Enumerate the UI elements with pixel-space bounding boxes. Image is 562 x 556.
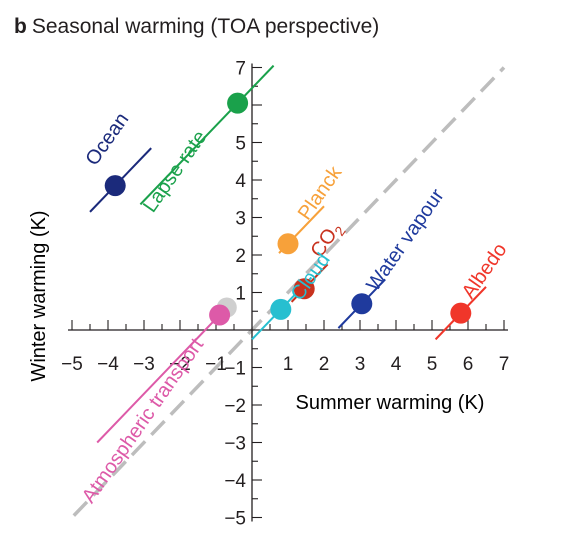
albedo-point bbox=[450, 302, 472, 324]
x-tick-label: 6 bbox=[463, 354, 474, 375]
x-tick-label: −4 bbox=[97, 354, 119, 375]
co-label-subscript: 2 bbox=[331, 223, 349, 239]
x-tick-label: −1 bbox=[205, 354, 227, 375]
atmospheric-transport-point bbox=[209, 304, 231, 326]
x-tick-label: −3 bbox=[133, 354, 155, 375]
y-tick-label: 3 bbox=[235, 209, 246, 230]
x-tick-label: 3 bbox=[355, 354, 366, 375]
x-ticks: −5 −4 −3 −2 −1 1 2 3 4 5 6 7 bbox=[61, 320, 509, 375]
one-to-one-dashed-line bbox=[72, 66, 506, 517]
lapse-rate-label: Lapse rate bbox=[139, 127, 211, 217]
y-tick-label: −2 bbox=[224, 396, 246, 417]
y-tick-label: 2 bbox=[235, 246, 246, 267]
x-tick-label: 7 bbox=[499, 354, 510, 375]
y-tick-label: 5 bbox=[235, 134, 246, 155]
y-tick-label: −1 bbox=[224, 359, 246, 380]
panel-title: b Seasonal warming (TOA perspective) bbox=[14, 15, 379, 39]
x-tick-label: −2 bbox=[169, 354, 191, 375]
water-vapour-point bbox=[351, 293, 373, 315]
panel-title-text: Seasonal warming (TOA perspective) bbox=[31, 15, 380, 38]
x-tick-label: 2 bbox=[319, 354, 330, 375]
ocean-label: Ocean bbox=[81, 109, 133, 170]
y-tick-label: 1 bbox=[235, 284, 246, 305]
x-tick-label: −5 bbox=[61, 354, 83, 375]
y-axis-label: Winter warming (K) bbox=[28, 210, 50, 381]
albedo-label: Albedo bbox=[458, 239, 512, 303]
panel-letter: b bbox=[14, 15, 27, 38]
lapse-rate-point bbox=[227, 92, 249, 114]
feedback-points bbox=[104, 92, 472, 326]
y-tick-label: 4 bbox=[235, 171, 246, 192]
ocean-point bbox=[104, 175, 126, 197]
planck-label: Planck bbox=[294, 162, 347, 225]
y-tick-label: −4 bbox=[224, 471, 246, 492]
y-tick-label: 7 bbox=[235, 59, 246, 80]
x-tick-label: 4 bbox=[391, 354, 402, 375]
planck-point bbox=[277, 233, 299, 255]
one-to-one-reference-layer bbox=[72, 66, 506, 517]
cloud-point bbox=[270, 298, 292, 320]
y-tick-label: −3 bbox=[224, 434, 246, 455]
y-tick-label: −5 bbox=[224, 509, 246, 530]
x-axis-label: Summer warming (K) bbox=[296, 392, 485, 414]
x-tick-label: 5 bbox=[427, 354, 438, 375]
lapse-rate-line bbox=[139, 64, 275, 206]
x-tick-label: 1 bbox=[283, 354, 294, 375]
atmospheric-transport-line bbox=[96, 306, 228, 444]
co-point bbox=[293, 278, 315, 300]
